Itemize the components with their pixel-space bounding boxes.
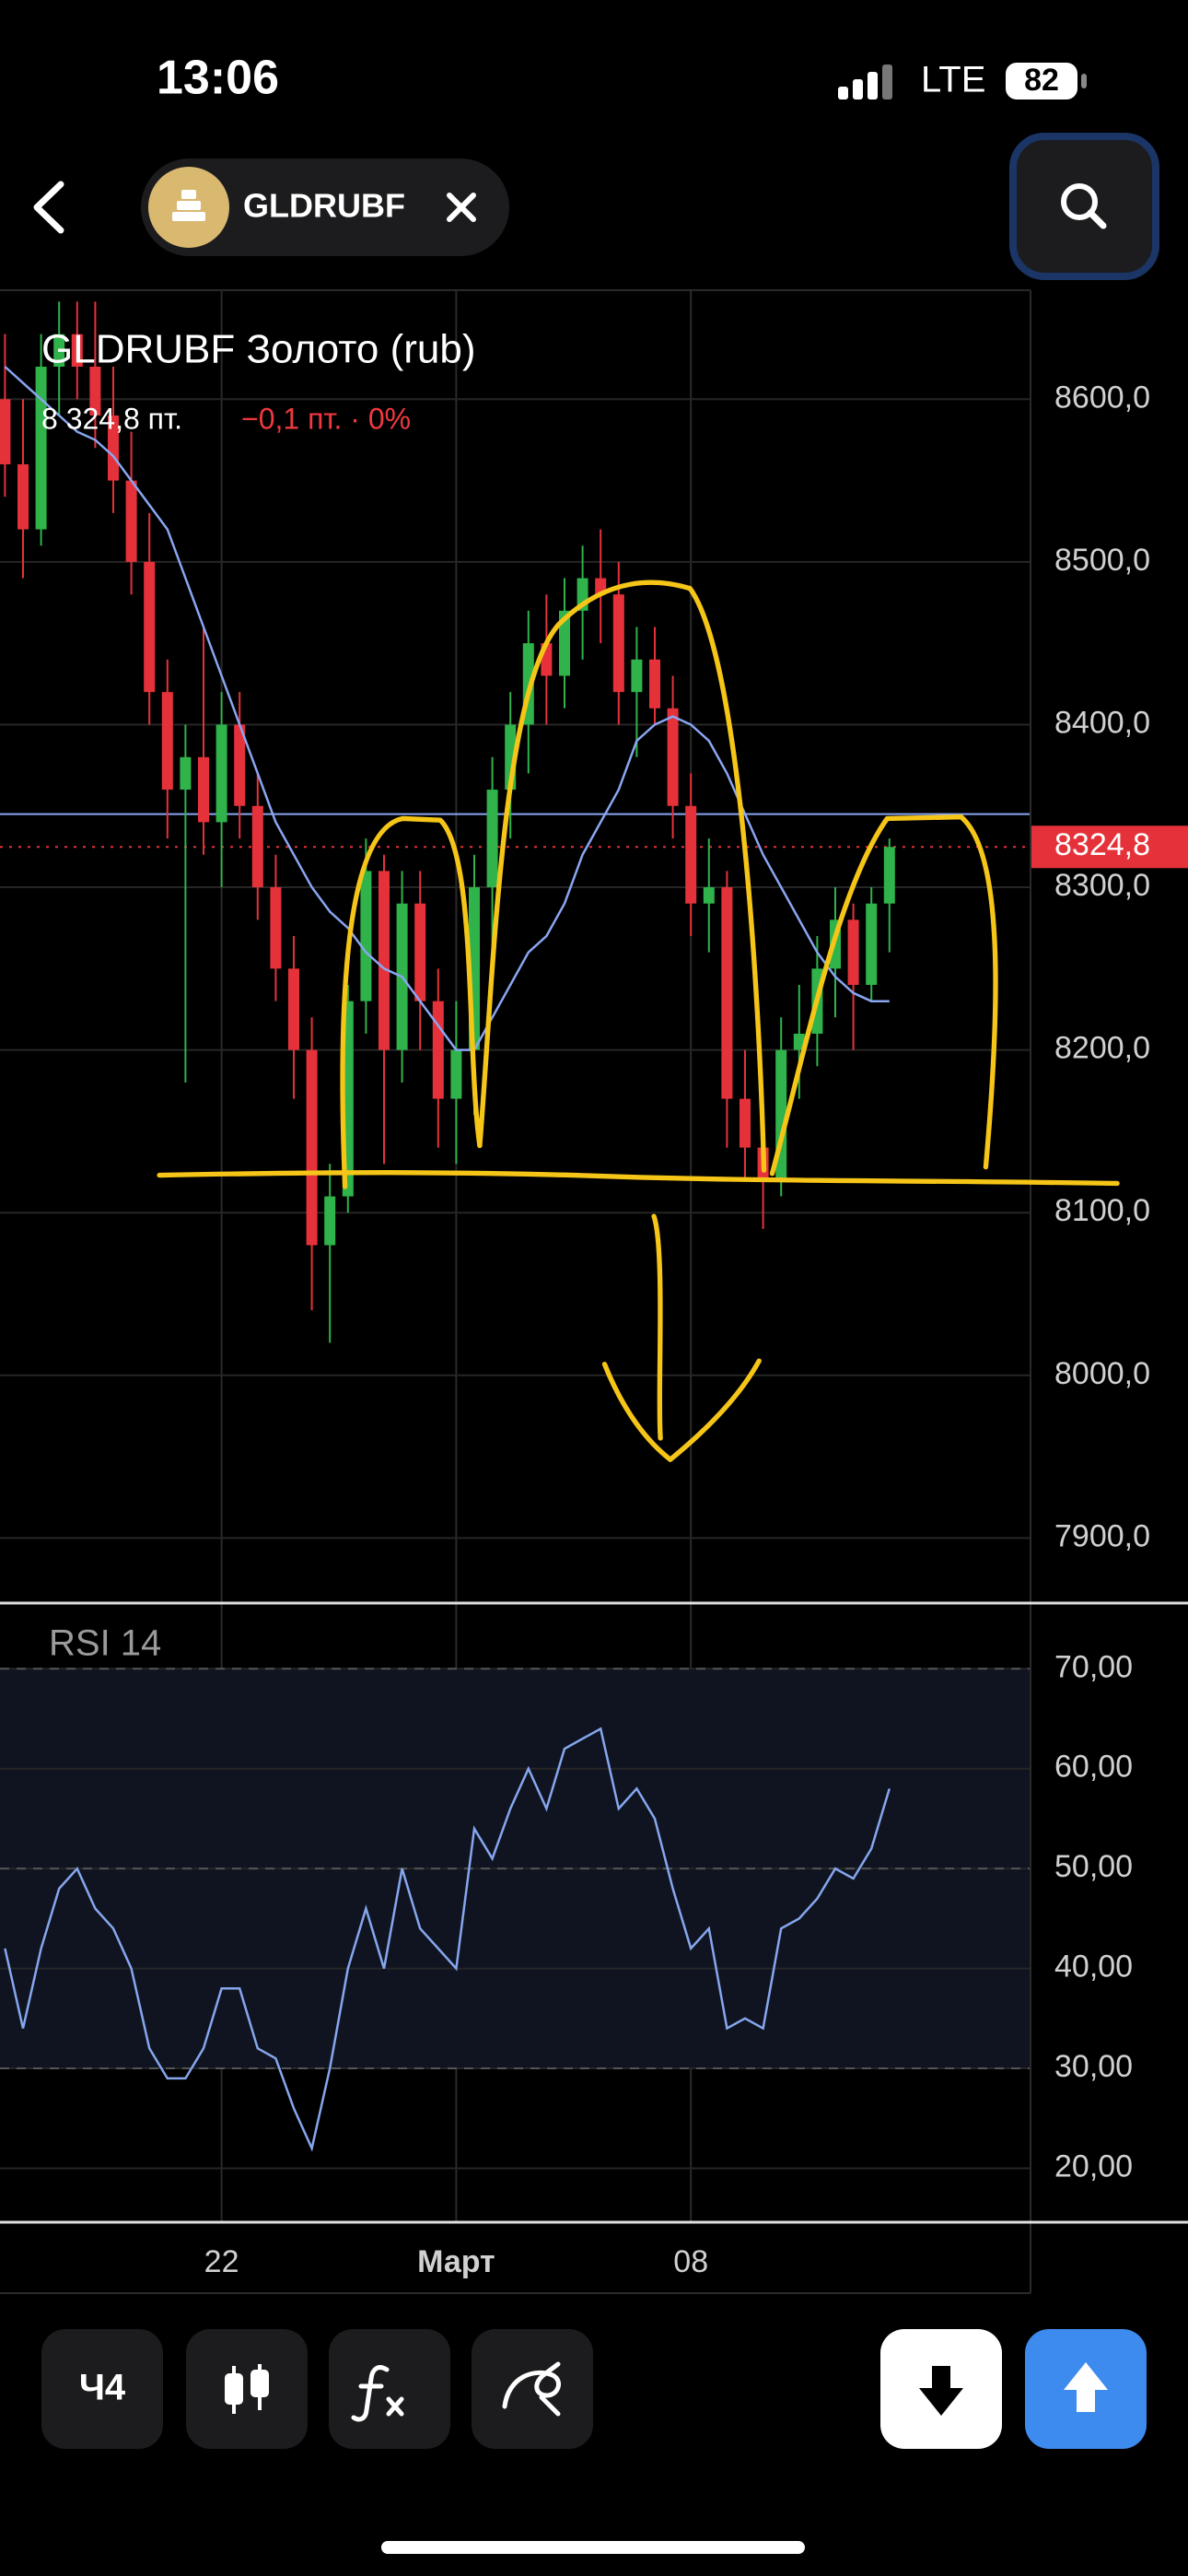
candle-body (144, 561, 156, 693)
y-tick-label: 70,00 (1054, 1649, 1133, 1684)
candle-body (306, 1049, 318, 1246)
last-price-tag (1031, 825, 1188, 869)
change-text: −0,1 пт. · 0% (241, 402, 411, 435)
battery-level: 82 (1024, 63, 1059, 98)
back-button[interactable] (33, 181, 64, 234)
candle-body (198, 756, 209, 823)
chart-type-button[interactable] (186, 2329, 308, 2449)
candle-body (486, 790, 498, 888)
y-tick-label: 60,00 (1054, 1750, 1133, 1785)
candle-body (612, 594, 624, 693)
y-tick-label: 20,00 (1054, 2149, 1133, 2184)
y-tick-label: 40,00 (1054, 1950, 1133, 1985)
indicators-button[interactable] (329, 2329, 450, 2449)
candle-body (234, 724, 246, 806)
y-tick-label: 7900,0 (1054, 1518, 1150, 1553)
y-tick-label: 8400,0 (1054, 705, 1150, 740)
hand-drawing (157, 580, 1120, 1462)
y-tick-label: 8600,0 (1054, 380, 1150, 415)
candle-body (667, 708, 679, 806)
candle-body (450, 1049, 462, 1099)
candle-body (685, 805, 697, 904)
y-tick-label: 30,00 (1054, 2049, 1133, 2084)
y-tick-label: 8300,0 (1054, 868, 1150, 903)
candle-body (559, 610, 570, 676)
candle-body (793, 1033, 805, 1050)
candle-body (649, 659, 660, 708)
candle-body (740, 1098, 751, 1148)
x-tick-label: 08 (673, 2244, 708, 2279)
candle-body (180, 756, 192, 790)
drawing-button[interactable] (472, 2329, 593, 2449)
candle-body (866, 903, 878, 985)
home-indicator (381, 2541, 805, 2554)
battery-icon (1006, 63, 1077, 100)
buy-arrow (1064, 2362, 1108, 2412)
drawing-icon (502, 2361, 562, 2417)
candle-body (432, 1001, 444, 1099)
candle-body (703, 887, 715, 904)
status-time: 13:06 (157, 52, 279, 105)
interval-label: Ч4 (79, 2368, 126, 2408)
search-button[interactable] (1009, 133, 1159, 280)
search-icon-handle (1087, 209, 1107, 229)
candle-body (360, 871, 372, 1001)
price-text: 8 324,8 пт. (41, 402, 182, 435)
status-network: LTE (921, 60, 985, 100)
candle-body (0, 399, 11, 464)
sell-arrow (919, 2366, 963, 2416)
ticker-name: GLDRUBF (243, 187, 405, 225)
candle-body (270, 887, 282, 969)
candle-body (847, 919, 859, 985)
search-icon (1061, 183, 1098, 220)
candle-body (35, 366, 47, 530)
last-price-label: 8324,8 (1054, 827, 1150, 862)
candle-body (631, 659, 643, 693)
close-ticker-button[interactable] (447, 193, 476, 222)
gold-bars-icon (172, 190, 205, 221)
y-tick-label: 8000,0 (1054, 1356, 1150, 1391)
signal-icon (838, 64, 892, 100)
ticker-chip[interactable] (141, 158, 509, 256)
candle-body (108, 415, 119, 481)
candle-body (215, 724, 227, 823)
candle-icon (225, 2364, 269, 2414)
interval-button[interactable] (41, 2329, 163, 2449)
x-tick-label: 22 (204, 2244, 239, 2279)
candle-body (53, 334, 65, 367)
battery-tip (1081, 74, 1087, 88)
candle-body (17, 463, 29, 530)
rsi-title: RSI 14 (49, 1623, 161, 1664)
candle-body (71, 334, 83, 367)
candle-body (288, 968, 299, 1050)
rsi-line (4, 1727, 891, 2152)
y-tick-label: 8100,0 (1054, 1193, 1150, 1228)
y-tick-label: 50,00 (1054, 1849, 1133, 1884)
x-tick-label: Март (417, 2244, 495, 2279)
candle-body (251, 805, 263, 888)
candle-body (379, 871, 390, 1050)
y-tick-label: 8200,0 (1054, 1031, 1150, 1066)
candle-body (883, 847, 895, 904)
candle-body (414, 903, 426, 1001)
chart-title: GLDRUBF Золото (rub) (41, 327, 475, 372)
y-tick-label: 8500,0 (1054, 543, 1150, 578)
candle-body (89, 366, 101, 416)
chart-layer: 22 Март 08 7900,0 8000,0 8100,0 8200,0 8300,0 84… (0, 290, 1188, 2279)
candle-body (161, 692, 173, 790)
candle-body (721, 887, 733, 1099)
candle-body (125, 480, 137, 562)
candle-body (324, 1196, 336, 1246)
fx-icon (351, 2365, 404, 2422)
